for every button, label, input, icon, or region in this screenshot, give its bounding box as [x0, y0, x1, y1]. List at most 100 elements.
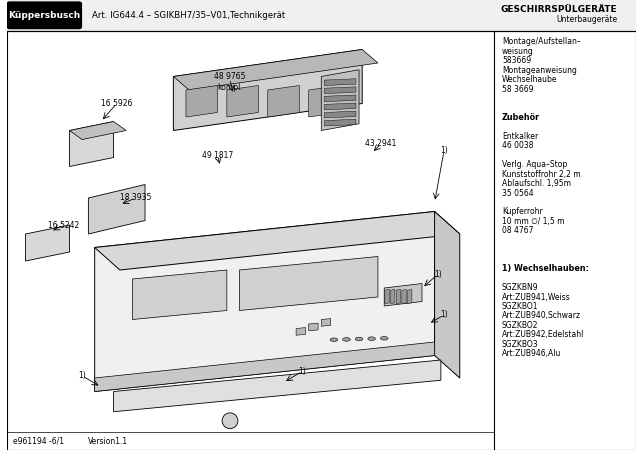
Text: 1): 1) [440, 146, 448, 155]
Polygon shape [114, 360, 441, 412]
Text: 1): 1) [434, 270, 441, 279]
Text: SGZKBN9: SGZKBN9 [502, 283, 539, 292]
Text: FIX-HUB.RU: FIX-HUB.RU [55, 274, 109, 311]
Text: FIX-HUB.RU: FIX-HUB.RU [345, 94, 399, 131]
Ellipse shape [330, 338, 338, 342]
Ellipse shape [222, 413, 238, 428]
Polygon shape [324, 103, 356, 110]
Text: FIX-HUB.RU: FIX-HUB.RU [55, 184, 109, 221]
Polygon shape [95, 212, 460, 270]
Polygon shape [324, 111, 356, 118]
Text: Art:ZUB942,Edelstahl: Art:ZUB942,Edelstahl [502, 330, 584, 339]
Text: 10 mm ∅/ 1,5 m: 10 mm ∅/ 1,5 m [502, 217, 564, 226]
Bar [6, 0, 636, 31]
Text: 46 0038: 46 0038 [502, 141, 534, 150]
Polygon shape [95, 342, 434, 392]
Text: 16 5926: 16 5926 [101, 99, 132, 108]
Text: 1) Wechselhauben:: 1) Wechselhauben: [502, 264, 589, 273]
Polygon shape [402, 289, 406, 304]
Text: Verlg. Aqua–Stop: Verlg. Aqua–Stop [502, 160, 567, 169]
Polygon shape [88, 184, 145, 234]
Text: Version1.1: Version1.1 [88, 436, 128, 446]
Text: FIX-HUB.RU: FIX-HUB.RU [345, 184, 399, 221]
Text: 1): 1) [298, 367, 307, 376]
Polygon shape [95, 212, 434, 392]
Text: FIX-HUB.RU: FIX-HUB.RU [200, 94, 254, 131]
Text: 18 3935: 18 3935 [120, 194, 151, 202]
Text: 35 0564: 35 0564 [502, 189, 534, 198]
Text: 48 9765: 48 9765 [214, 72, 245, 81]
Text: 08 4767: 08 4767 [502, 226, 534, 235]
Text: 583669: 583669 [502, 56, 531, 65]
Text: Montageanweisung: Montageanweisung [502, 66, 577, 75]
Text: 58 3669: 58 3669 [502, 85, 534, 94]
Text: weisung: weisung [502, 47, 534, 56]
Text: Entkalker: Entkalker [502, 132, 538, 141]
Polygon shape [396, 289, 401, 304]
Polygon shape [391, 289, 395, 304]
Text: Unterbaugeräte: Unterbaugeräte [556, 15, 617, 24]
Text: SGZKBO2: SGZKBO2 [502, 321, 539, 330]
Text: FIX-HUB.RU: FIX-HUB.RU [200, 364, 254, 401]
Text: FIX-HUB.RU: FIX-HUB.RU [200, 274, 254, 311]
Text: e961194 -6/1: e961194 -6/1 [13, 436, 64, 446]
Text: Art:ZUB946,Alu: Art:ZUB946,Alu [502, 349, 562, 358]
Polygon shape [227, 86, 258, 117]
Text: 43 2941: 43 2941 [366, 140, 397, 148]
Polygon shape [434, 212, 460, 378]
Text: Art:ZUB940,Schwarz: Art:ZUB940,Schwarz [502, 311, 581, 320]
Text: Art. IG644.4 – SGIKBH7/35–V01,Technikgerät: Art. IG644.4 – SGIKBH7/35–V01,Technikger… [92, 11, 285, 20]
Polygon shape [239, 256, 378, 310]
Text: GESCHIRRSPÜLGERÄTE: GESCHIRRSPÜLGERÄTE [501, 5, 617, 14]
Text: SGZKBO1: SGZKBO1 [502, 302, 539, 311]
Ellipse shape [343, 338, 350, 341]
Text: Kupferrohr: Kupferrohr [502, 207, 543, 216]
Text: FIX-HUB.RU: FIX-HUB.RU [389, 387, 443, 423]
Polygon shape [69, 122, 114, 166]
Polygon shape [174, 50, 378, 90]
Text: Kunststoffrohr 2,2 m: Kunststoffrohr 2,2 m [502, 170, 581, 179]
Text: FIX-HUB.RU: FIX-HUB.RU [200, 184, 254, 221]
Text: FIX-HUB.RU: FIX-HUB.RU [515, 229, 569, 266]
Text: Ablaufschl. 1,95m: Ablaufschl. 1,95m [502, 179, 571, 188]
Polygon shape [25, 225, 69, 261]
Text: FIX-HUB.RU: FIX-HUB.RU [515, 94, 569, 131]
Text: Art:ZUB941,Weiss: Art:ZUB941,Weiss [502, 292, 570, 302]
Text: FIX-HUB.RU: FIX-HUB.RU [345, 274, 399, 311]
Text: FIX-HUB.RU: FIX-HUB.RU [345, 364, 399, 401]
Polygon shape [174, 50, 362, 130]
Text: 16 5242: 16 5242 [48, 220, 79, 230]
Polygon shape [186, 86, 218, 117]
Polygon shape [321, 319, 331, 326]
Polygon shape [69, 122, 126, 140]
Text: 1): 1) [440, 310, 448, 320]
Polygon shape [324, 87, 356, 94]
Polygon shape [324, 95, 356, 102]
Text: FIX-HUB.RU: FIX-HUB.RU [515, 364, 569, 401]
Polygon shape [385, 289, 389, 304]
Polygon shape [324, 79, 356, 86]
Ellipse shape [368, 337, 375, 341]
Text: Zubehör: Zubehör [502, 113, 540, 122]
Polygon shape [268, 86, 300, 117]
Polygon shape [384, 284, 422, 306]
Text: kompl.: kompl. [217, 83, 243, 92]
Ellipse shape [380, 337, 388, 340]
Text: 1): 1) [78, 371, 86, 380]
Polygon shape [308, 323, 318, 331]
FancyBboxPatch shape [6, 1, 82, 29]
Text: Wechselhaube: Wechselhaube [502, 75, 557, 84]
Text: FIX-HUB.RU: FIX-HUB.RU [389, 139, 443, 176]
Polygon shape [132, 270, 227, 320]
Polygon shape [296, 328, 305, 335]
Text: Küppersbusch: Küppersbusch [8, 11, 80, 20]
Polygon shape [308, 86, 340, 117]
Text: SGZKBO3: SGZKBO3 [502, 340, 539, 349]
Polygon shape [408, 289, 412, 304]
Polygon shape [321, 70, 359, 130]
Ellipse shape [356, 337, 363, 341]
Text: Montage/Aufstellan–: Montage/Aufstellan– [502, 37, 581, 46]
Text: FIX-HUB.RU: FIX-HUB.RU [55, 94, 109, 131]
Text: 49 1817: 49 1817 [202, 151, 233, 160]
Polygon shape [324, 119, 356, 126]
